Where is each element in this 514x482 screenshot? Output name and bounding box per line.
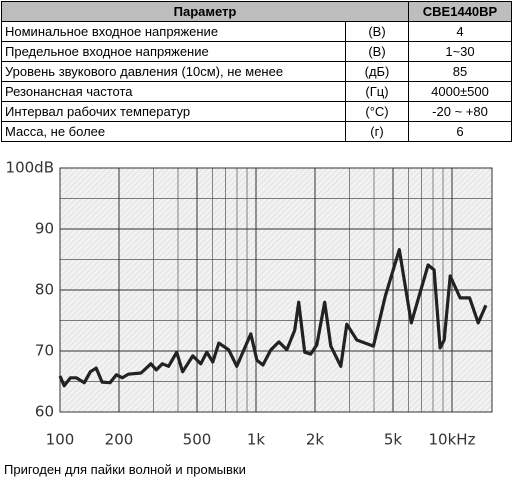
table-cell: Масса, не более [1, 121, 346, 142]
table-row: Номинальное входное напряжение (В) 4 [1, 21, 512, 42]
y-tick-label: 100dB [6, 159, 54, 177]
x-tick-label: 2k [306, 431, 325, 449]
table-row: Уровень звукового давления (10см), не ме… [1, 61, 512, 82]
table-body: Номинальное входное напряжение (В) 4 Предел… [1, 21, 512, 142]
table-row: Интервал рабочих температур (°С) -20 ~ +80 [1, 101, 512, 122]
table-cell: 1~30 [408, 41, 512, 62]
header-cell: CBE1440BP [408, 1, 512, 22]
response-line [58, 248, 488, 388]
table-cell: (дБ) [345, 61, 409, 82]
table-row: Предельное входное напряжение (В) 1~30 [1, 41, 512, 62]
x-tick-label: 1k [247, 431, 266, 449]
table-row: Резонансная частота (Гц) 4000±500 [1, 81, 512, 102]
x-tick-label: 5k [384, 431, 403, 449]
table-cell: 4000±500 [408, 81, 512, 102]
footer-note: Пригоден для пайки волной и промывки [4, 462, 246, 477]
y-tick-label: 60 [35, 403, 54, 421]
x-tick-label: 500 [183, 431, 212, 449]
x-tick-label: 100 [46, 431, 75, 449]
table-cell: -20 ~ +80 [408, 101, 512, 122]
table-cell: (В) [345, 41, 409, 62]
table-cell: (Гц) [345, 81, 409, 102]
x-tick-label: 10kHz [429, 431, 476, 449]
spec-table: Параметр CBE1440BP Номинальное входное н… [1, 1, 512, 142]
table-cell: Номинальное входное напряжение [1, 21, 346, 42]
table-cell: 85 [408, 61, 512, 82]
table-cell: Резонансная частота [1, 81, 346, 102]
y-tick-label: 90 [35, 220, 54, 238]
header-row: Параметр CBE1440BP [1, 1, 512, 22]
y-tick-label: 80 [35, 281, 54, 299]
table-cell: (г) [345, 121, 409, 142]
table-row: Масса, не более (г) 6 [1, 121, 512, 142]
y-tick-label: 70 [35, 342, 54, 360]
table-cell: 6 [408, 121, 512, 142]
table-cell: Предельное входное напряжение [1, 41, 346, 62]
table-cell: 4 [408, 21, 512, 42]
header-cell: Параметр [1, 1, 409, 22]
table-cell: (В) [345, 21, 409, 42]
table-cell: (°С) [345, 101, 409, 122]
table-cell: Уровень звукового давления (10см), не ме… [1, 61, 346, 82]
table-cell: Интервал рабочих температур [1, 101, 346, 122]
chart: 60 70 80 90 100dB 100 200 500 1k 2k 5k 10kHz [6, 159, 493, 449]
x-tick-label: 200 [105, 431, 134, 449]
